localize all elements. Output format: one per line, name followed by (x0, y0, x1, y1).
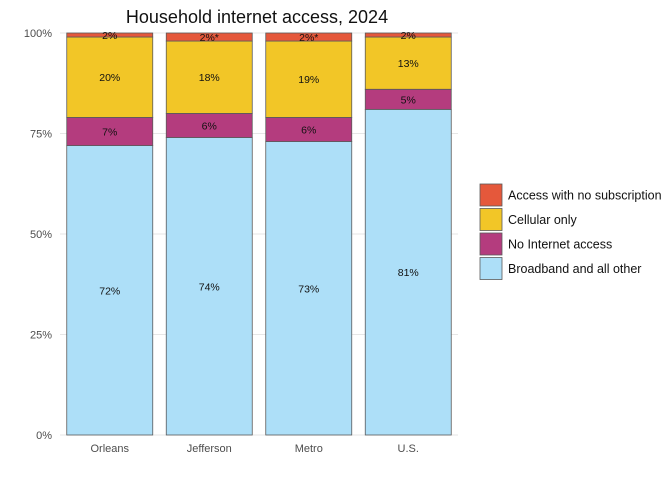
legend-item: No Internet access (479, 232, 612, 256)
x-tick-label: Metro (295, 443, 323, 455)
legend-swatch (479, 232, 503, 256)
data-label: 5% (401, 94, 416, 106)
bar-stack-u-s: 81% 5% 13% 2% (364, 30, 452, 436)
bar-stack-orleans: 72% 7% 20% 2% (66, 30, 154, 436)
x-axis: Orleans Jefferson Metro U.S. (90, 443, 418, 455)
y-tick-label: 100% (24, 28, 52, 40)
x-tick-label: Jefferson (187, 443, 232, 455)
bar-segment-no-internet-access (66, 117, 154, 146)
bar-segment-access-with-no-subscription (165, 32, 253, 42)
bars: 72% 7% 20% 2% 74% 6% 18% 2%* 73% 6% 19% 2%* 81% 5% 13%… (66, 30, 452, 436)
y-tick-label: 75% (30, 129, 52, 141)
y-tick-label: 50% (30, 229, 52, 241)
bar-segment-broadband-and-all-other (66, 145, 154, 436)
data-label: 6% (202, 120, 217, 132)
y-axis: 0% 25% 50% 75% 100% (24, 28, 52, 442)
data-label: 19% (298, 74, 319, 86)
legend-label: Cellular only (508, 213, 578, 227)
data-label: 20% (99, 72, 120, 84)
bar-segment-access-with-no-subscription (66, 32, 154, 38)
y-tick-label: 25% (30, 330, 52, 342)
bar-segment-access-with-no-subscription (265, 32, 353, 42)
bar-segment-access-with-no-subscription (364, 32, 452, 38)
bar-segment-no-internet-access (165, 113, 253, 138)
bar-segment-broadband-and-all-other (364, 108, 452, 436)
legend-label: Access with no subscription (508, 189, 662, 203)
legend: Access with no subscription Cellular only… (479, 183, 662, 280)
data-label: 2%* (200, 32, 219, 44)
data-label: 81% (398, 267, 419, 279)
legend-swatch (479, 208, 503, 231)
legend-item: Broadband and all other (479, 257, 641, 280)
chart-title: Household internet access, 2024 (126, 7, 388, 27)
data-label: 74% (199, 281, 220, 293)
bar-segment-broadband-and-all-other (265, 141, 353, 436)
data-label: 6% (301, 124, 316, 136)
data-label: 13% (398, 58, 419, 70)
data-label: 18% (199, 72, 220, 84)
legend-label: Broadband and all other (508, 262, 641, 276)
data-label: 73% (298, 283, 319, 295)
data-label: 7% (102, 126, 117, 138)
data-label: 72% (99, 285, 120, 297)
legend-swatch (479, 257, 503, 280)
bar-stack-jefferson: 74% 6% 18% 2%* (165, 32, 253, 436)
y-tick-label: 0% (36, 430, 52, 442)
data-label: 2%* (299, 32, 318, 44)
bar-segment-no-internet-access (265, 117, 353, 142)
x-tick-label: U.S. (398, 443, 419, 455)
legend-item: Cellular only (479, 208, 578, 231)
bar-segment-cellular-only (165, 40, 253, 114)
bar-stack-metro: 73% 6% 19% 2%* (265, 32, 353, 436)
data-label: 2% (401, 30, 416, 42)
legend-swatch (479, 183, 503, 207)
legend-label: No Internet access (508, 238, 612, 252)
legend-item: Access with no subscription (479, 183, 662, 207)
data-label: 2% (102, 30, 117, 42)
x-tick-label: Orleans (90, 443, 129, 455)
bar-segment-broadband-and-all-other (165, 137, 253, 436)
